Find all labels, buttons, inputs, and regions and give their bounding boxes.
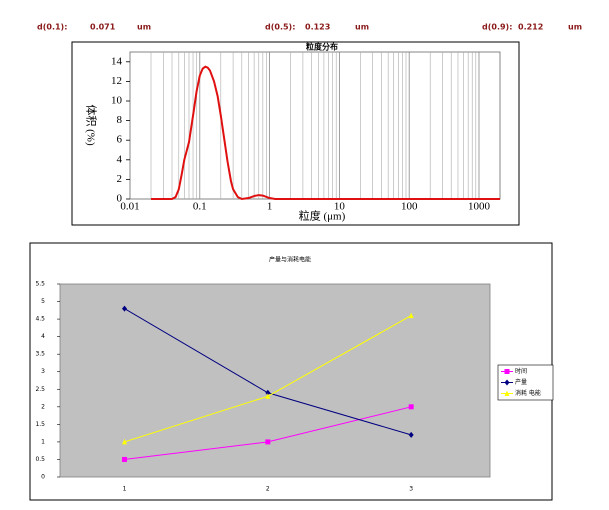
header-value: 0.071 xyxy=(90,23,116,32)
data-point xyxy=(265,439,271,445)
y-tick-label: 0 xyxy=(41,474,45,481)
data-point xyxy=(504,369,510,374)
data-point xyxy=(122,305,127,312)
plot-area xyxy=(59,283,491,478)
y-tick-label: 3 xyxy=(41,368,45,375)
data-line xyxy=(151,65,500,201)
y-tick-label: 5 xyxy=(41,298,45,305)
y-tick-label: 0.5 xyxy=(35,456,45,463)
y-tick-label: 5.5 xyxy=(35,281,45,288)
data-point xyxy=(265,389,271,396)
x-tick-label: 100 xyxy=(401,201,418,213)
data-point xyxy=(408,404,414,410)
x-tick-label: 10 xyxy=(334,201,346,213)
x-tick-label: 1000 xyxy=(468,201,491,213)
y-axis-label: 体积 (%) xyxy=(84,104,98,146)
chart-frame xyxy=(71,41,520,226)
legend-label: 消耗 电能 xyxy=(515,389,541,397)
y-tick-label: 1 xyxy=(41,438,45,445)
y-tick-label: 2 xyxy=(117,173,123,185)
data-point xyxy=(504,390,510,396)
x-tick-label: 3 xyxy=(409,486,413,493)
header-value: 0.212 xyxy=(518,23,543,32)
data-point xyxy=(265,393,271,399)
x-axis-label: 粒度 (μm) xyxy=(299,209,346,223)
y-tick-label: 10 xyxy=(111,95,123,107)
y-tick-label: 4.5 xyxy=(35,316,45,323)
header-unit: um xyxy=(355,23,369,32)
y-tick-label: 0 xyxy=(117,193,123,205)
y-tick-label: 6 xyxy=(117,134,123,146)
data-point xyxy=(122,438,127,445)
chart-title: 粒度分布 xyxy=(306,42,338,52)
header-label: d(0.5): xyxy=(265,23,295,32)
chart-title: 产量与消耗电能 xyxy=(269,256,311,264)
x-tick-label: 0.1 xyxy=(193,201,207,213)
data-point xyxy=(122,456,127,462)
x-tick-label: 1 xyxy=(267,201,273,213)
y-tick-label: 14 xyxy=(111,55,123,67)
header: d(0.1): 0.071 um d(0.5): 0.123 um d(0.9)… xyxy=(37,23,582,32)
y-tick-label: 3.5 xyxy=(35,351,45,358)
legend-label: 产量 xyxy=(515,378,527,386)
header-value: 0.123 xyxy=(305,23,330,32)
data-point xyxy=(408,312,414,319)
y-tick-label: 4 xyxy=(117,153,123,165)
header-label: d(0.1): xyxy=(37,23,67,32)
x-tick-label: 2 xyxy=(266,486,270,493)
header-unit: um xyxy=(568,23,582,32)
y-tick-label: 4 xyxy=(41,333,45,340)
y-tick-label: 2.5 xyxy=(35,386,45,393)
y-tick-label: 1.5 xyxy=(35,421,45,428)
y-tick-label: 12 xyxy=(111,75,122,87)
header-label: d(0.9): xyxy=(482,23,512,32)
data-point xyxy=(504,379,510,386)
x-tick-label: 1 xyxy=(123,486,127,493)
plot-area xyxy=(129,51,501,200)
legend-label: 时间 xyxy=(515,367,527,375)
x-tick-label: 0.01 xyxy=(120,201,139,213)
y-tick-label: 2 xyxy=(41,403,45,410)
y-tick-label: 8 xyxy=(117,114,123,126)
header-unit: um xyxy=(137,23,151,32)
data-point xyxy=(408,431,414,438)
